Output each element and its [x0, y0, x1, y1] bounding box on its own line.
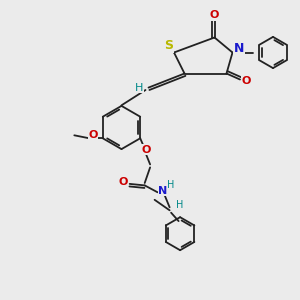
Text: H: H [167, 180, 175, 190]
Text: N: N [234, 42, 244, 56]
Text: O: O [118, 177, 128, 188]
Text: S: S [164, 39, 173, 52]
Text: O: O [210, 10, 219, 20]
Text: O: O [141, 145, 151, 155]
Text: N: N [158, 186, 167, 196]
Text: H: H [135, 83, 143, 93]
Text: H: H [176, 200, 183, 210]
Text: O: O [241, 76, 251, 86]
Text: O: O [88, 130, 98, 140]
